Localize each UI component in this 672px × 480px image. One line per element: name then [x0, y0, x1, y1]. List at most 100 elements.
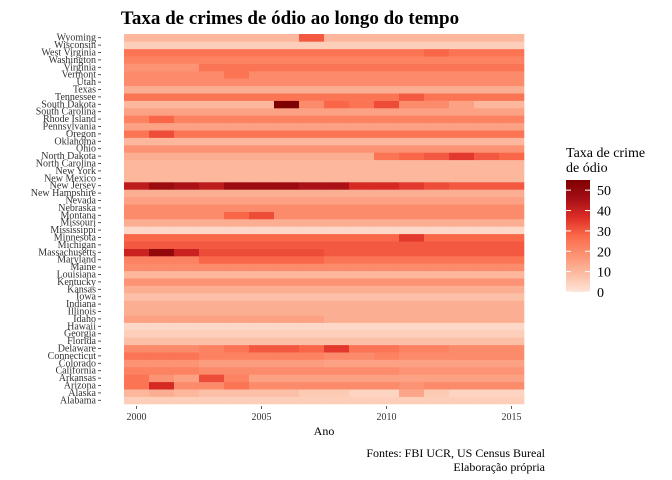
heatmap-cell	[174, 396, 200, 405]
heatmap-cell	[399, 152, 425, 161]
heatmap-cell	[174, 315, 200, 323]
heatmap-cell	[174, 204, 200, 212]
heatmap-cell	[374, 34, 400, 42]
heatmap-cell	[449, 71, 475, 79]
heatmap-cell	[424, 381, 450, 390]
heatmap-cell	[424, 211, 450, 220]
y-tick-label: Tennessee	[55, 92, 97, 103]
heatmap-cell	[149, 263, 175, 272]
heatmap-cell	[174, 100, 200, 109]
heatmap-cell	[449, 48, 475, 57]
heatmap-cell	[274, 396, 300, 405]
heatmap-cell	[449, 367, 475, 375]
heatmap-cell	[474, 396, 500, 405]
heatmap-cell	[374, 233, 400, 242]
heatmap-cell	[449, 263, 475, 272]
legend-tick-label: 50	[597, 184, 611, 199]
heatmap-cell	[124, 359, 150, 368]
heatmap-cell	[474, 41, 500, 50]
heatmap-cell	[424, 152, 450, 161]
heatmap-cell	[124, 374, 150, 383]
heatmap-cell	[199, 263, 225, 272]
heatmap-cell	[299, 100, 325, 109]
heatmap-cell	[349, 204, 375, 212]
heatmap-cell	[224, 34, 250, 42]
heatmap-cell	[424, 389, 450, 397]
heatmap-cell	[274, 307, 300, 316]
y-tick-label: Arkansas	[59, 373, 96, 384]
heatmap-cell	[324, 300, 350, 309]
heatmap-cell	[274, 226, 300, 235]
heatmap-cell	[324, 285, 350, 294]
heatmap-cell	[474, 263, 500, 272]
heatmap-cell	[249, 34, 275, 42]
heatmap-cell	[399, 85, 425, 94]
heatmap-cell	[399, 167, 425, 175]
heatmap-cell	[249, 352, 275, 360]
heatmap-cell	[424, 226, 450, 235]
heatmap-cell	[174, 189, 200, 198]
heatmap-cell	[249, 233, 275, 242]
y-tick-label: New Mexico	[44, 173, 96, 184]
heatmap-cell	[449, 248, 475, 257]
heatmap-cell	[149, 85, 175, 94]
heatmap-cell	[124, 115, 150, 124]
heatmap-cell	[199, 256, 225, 264]
heatmap-cell	[299, 337, 325, 346]
legend-tick-label: 30	[597, 225, 611, 240]
heatmap-cell	[224, 367, 250, 375]
heatmap-cell	[499, 278, 525, 286]
y-tick-label: Nebraska	[58, 203, 96, 214]
heatmap-cell	[349, 130, 375, 138]
heatmap-cell	[499, 219, 525, 227]
heatmap-cell	[474, 63, 500, 72]
heatmap-cell	[349, 307, 375, 316]
heatmap-cell	[424, 167, 450, 175]
heatmap-cell	[274, 330, 300, 338]
heatmap-cell	[274, 219, 300, 227]
caption-line-2: Elaboração própria	[453, 460, 545, 474]
heatmap-cell	[274, 189, 300, 198]
heatmap-cell	[174, 137, 200, 146]
heatmap-cell	[449, 196, 475, 205]
heatmap-cell	[374, 248, 400, 257]
heatmap-cell	[274, 34, 300, 42]
heatmap-cell	[149, 189, 175, 198]
heatmap-cell	[474, 278, 500, 286]
heatmap-cell	[449, 93, 475, 101]
heatmap-cell	[374, 115, 400, 124]
heatmap-cell	[224, 41, 250, 50]
heatmap-cell	[449, 300, 475, 309]
heatmap-cell	[499, 248, 525, 257]
heatmap-cell	[499, 256, 525, 264]
heatmap-cell	[349, 367, 375, 375]
heatmap-cell	[449, 344, 475, 353]
heatmap-cell	[499, 85, 525, 94]
heatmap-cell	[399, 359, 425, 368]
heatmap-cell	[349, 71, 375, 79]
heatmap-cell	[299, 381, 325, 390]
heatmap-cell	[399, 307, 425, 316]
heatmap-cell	[224, 381, 250, 390]
heatmap-cell	[224, 241, 250, 249]
heatmap-cell	[424, 145, 450, 153]
heatmap-cell	[374, 352, 400, 360]
heatmap-cell	[299, 248, 325, 257]
heatmap-cell	[124, 256, 150, 264]
heatmap-cell	[424, 204, 450, 212]
legend-colorbar	[566, 180, 590, 292]
heatmap-cell	[174, 122, 200, 131]
heatmap-cell	[324, 108, 350, 116]
heatmap-cell	[174, 130, 200, 138]
heatmap-cell	[374, 122, 400, 131]
heatmap-cell	[124, 93, 150, 101]
legend-tick-label: 40	[597, 205, 611, 220]
heatmap-cell	[274, 100, 300, 109]
heatmap-cell	[324, 85, 350, 94]
heatmap-cell	[299, 211, 325, 220]
heatmap-cell	[374, 152, 400, 161]
heatmap-cell	[249, 270, 275, 279]
heatmap-cell	[274, 270, 300, 279]
heatmap-cell	[474, 93, 500, 101]
heatmap-cell	[449, 182, 475, 190]
